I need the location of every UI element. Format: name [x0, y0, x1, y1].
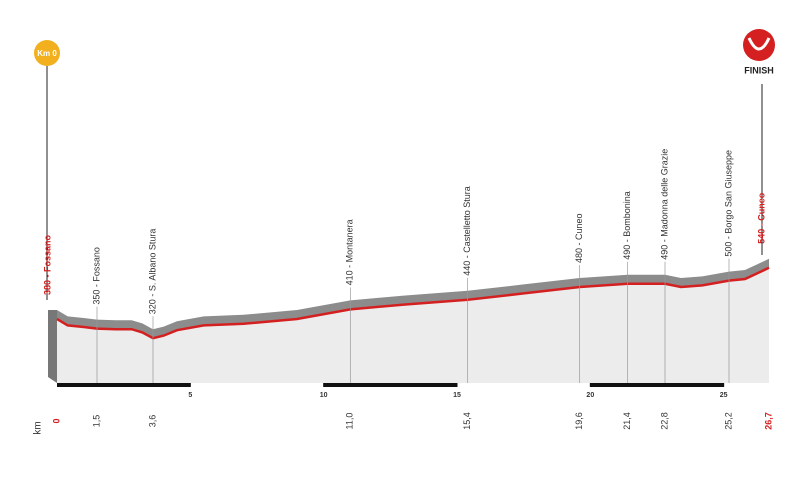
waypoint-label: 320 - S. Albano Stura [147, 229, 157, 315]
scale-segment [723, 383, 769, 387]
waypoint-label: 490 - Bombonina [622, 191, 632, 260]
x-tick-label: 20 [586, 392, 594, 399]
profile-wall [48, 310, 57, 383]
start-badge [34, 40, 60, 66]
waypoint-label: 440 - Castelletto Stura [462, 186, 472, 276]
x-tick-label: 15 [453, 392, 461, 399]
waypoint-km: 11,0 [345, 413, 355, 430]
waypoint-label: 480 - Cuneo [574, 213, 584, 263]
start-badge-text: Km 0 [37, 49, 57, 58]
scale-segment [590, 383, 724, 387]
start-label: 380 - Fossano [42, 234, 52, 295]
profile-top [57, 258, 769, 339]
finish-km: 26,7 [763, 412, 773, 430]
profile-line [56, 266, 770, 340]
scale-segment [323, 383, 457, 387]
waypoint-label: 490 - Madonna delle Grazie [659, 149, 669, 260]
x-tick-label: 10 [320, 392, 328, 399]
x-tick-label: 5 [188, 392, 192, 399]
waypoint-km: 15,4 [462, 412, 472, 430]
start-km: 0 [51, 418, 61, 423]
finish-icon-mark [747, 37, 771, 51]
finish-label: FINISH [744, 65, 774, 75]
finish-label: 540 - Cuneo [756, 192, 766, 244]
scale-segment [190, 383, 324, 387]
finish-icon [743, 29, 775, 61]
waypoint-label: 350 - Fossano [91, 247, 101, 305]
waypoint-km: 22,8 [659, 412, 669, 430]
waypoint-km: 19,6 [574, 412, 584, 430]
waypoint-label: 410 - Montanera [345, 219, 355, 285]
waypoint-label: 500 - Borgo San Giuseppe [723, 150, 733, 257]
waypoint-km: 25,2 [723, 412, 733, 430]
waypoint-km: 21,4 [622, 412, 632, 430]
x-tick-label: 25 [720, 392, 728, 399]
profile-area [57, 267, 769, 383]
scale-segment [57, 383, 191, 387]
waypoint-km: 3,6 [147, 415, 157, 428]
waypoint-km: 1,5 [91, 415, 101, 428]
scale-segment [457, 383, 591, 387]
x-axis-label: km [33, 421, 44, 434]
